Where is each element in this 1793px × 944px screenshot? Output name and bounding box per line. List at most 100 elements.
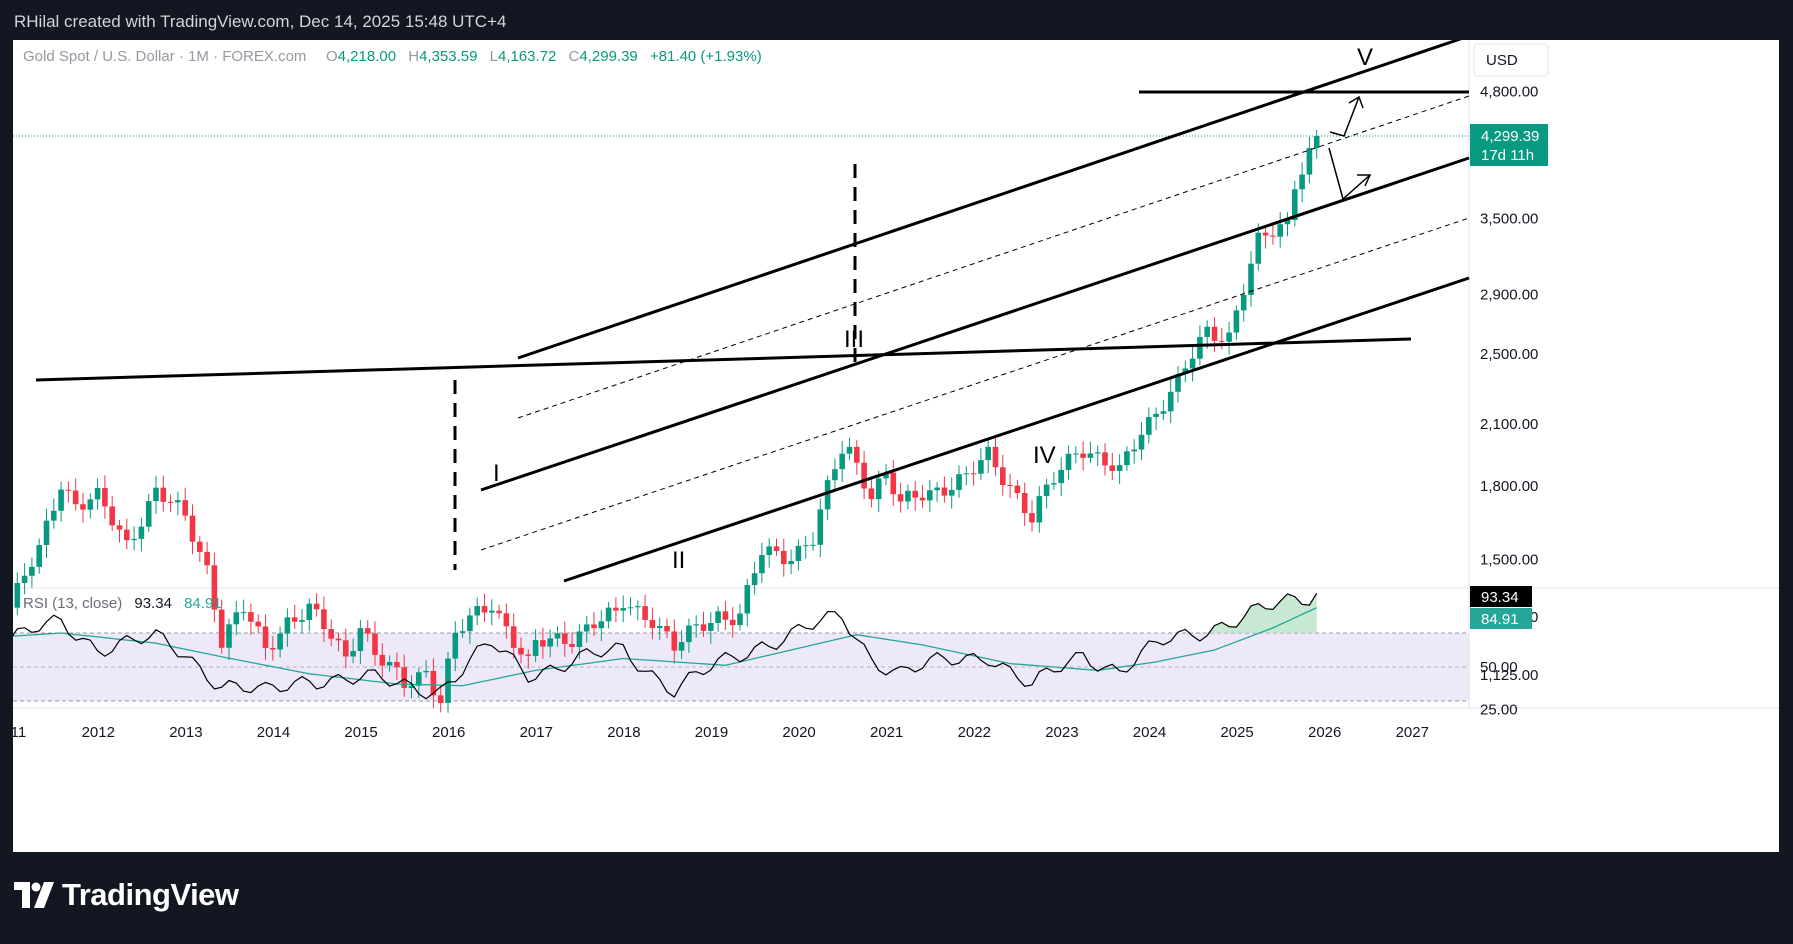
candle-body <box>532 640 539 656</box>
candle-body <box>262 626 269 648</box>
x-tick-label: 2027 <box>1396 724 1429 741</box>
candle-body <box>496 610 502 614</box>
chart-canvas[interactable]: I II III IV V Gold Spot / U.S. Dollar · … <box>13 40 1779 852</box>
candle-body <box>29 566 35 576</box>
candle-body <box>51 510 57 521</box>
candle-body <box>1226 332 1232 342</box>
candle-body <box>65 489 72 491</box>
x-tick-label: 2019 <box>695 724 728 741</box>
candle-body <box>817 509 824 545</box>
candle-body <box>854 446 860 463</box>
candle-body <box>328 629 334 639</box>
candle-body <box>1313 136 1320 149</box>
drawings[interactable] <box>35 40 1470 583</box>
candle-body <box>1109 465 1116 471</box>
candle-body <box>1211 326 1218 341</box>
projection-arrow-up-head[interactable] <box>1348 95 1364 109</box>
projection-arrow-down-head[interactable] <box>1357 174 1372 187</box>
candle-body <box>1240 294 1247 311</box>
chart-panel[interactable]: I II III IV V Gold Spot / U.S. Dollar · … <box>13 40 1779 852</box>
candle-body <box>437 695 444 703</box>
candle-body <box>416 672 422 686</box>
candle-body <box>474 606 480 616</box>
candle-body <box>175 500 181 503</box>
projection-arrow-up[interactable] <box>1329 96 1360 137</box>
candle-body <box>1292 189 1298 221</box>
candle-body <box>1167 391 1174 412</box>
candle-body <box>905 490 911 502</box>
candle-body <box>1277 224 1283 237</box>
candle-body <box>912 490 918 498</box>
candle-body <box>722 611 729 620</box>
candle-body <box>897 494 904 502</box>
projection-arrow-down[interactable] <box>1328 147 1371 201</box>
tradingview-footer[interactable]: TradingView <box>14 870 239 920</box>
candle-body <box>255 621 261 627</box>
y-tick-label: 2,100.00 <box>1480 416 1538 433</box>
candle-body <box>459 631 466 633</box>
x-tick-label: 2018 <box>607 724 640 741</box>
candle-body <box>131 538 137 541</box>
candle-body <box>839 453 845 470</box>
channel-dashed-upper[interactable] <box>517 95 1470 419</box>
candle-body <box>824 480 831 510</box>
candle-body <box>788 561 794 565</box>
candle-body <box>1175 374 1181 392</box>
candle-body <box>1189 358 1196 369</box>
brand-name: TradingView <box>62 877 239 912</box>
channel-middle-line[interactable] <box>480 156 1470 492</box>
channel-upper-line[interactable] <box>517 40 1469 360</box>
candle-body <box>832 469 838 481</box>
candle-body <box>182 500 188 516</box>
candle-body <box>350 651 356 657</box>
channel-lower-line[interactable] <box>563 276 1470 583</box>
candle-body <box>554 633 561 639</box>
rsi-value-tags: 93.34 84.91 <box>1470 586 1532 629</box>
y-tick-label: 3,500.00 <box>1480 211 1538 228</box>
currency-button[interactable]: USD <box>1473 43 1549 77</box>
candle-body <box>1051 483 1057 485</box>
candle-body <box>467 615 473 632</box>
candle-body <box>992 446 999 468</box>
candle-body <box>1153 413 1159 418</box>
channel-dashed-lower[interactable] <box>480 217 1470 551</box>
candle-body <box>233 612 240 625</box>
candle-body <box>934 487 940 491</box>
candle-body <box>291 617 298 622</box>
wave-label-iii: III <box>844 326 864 353</box>
candle-body <box>204 551 210 566</box>
candle-body <box>1248 263 1254 295</box>
candle-body <box>664 626 670 632</box>
candle-body <box>1262 232 1269 236</box>
candle-body <box>708 623 714 631</box>
x-tick-label: 2012 <box>82 724 115 741</box>
candle-body <box>394 661 400 668</box>
candle-body <box>430 670 437 696</box>
candle-body <box>489 610 495 613</box>
horizontal-resistance-line[interactable] <box>35 337 1412 382</box>
x-tick-label: 2017 <box>520 724 553 741</box>
last-price-tag: 4,299.39 17d 11h <box>1470 124 1548 166</box>
candle-body <box>43 520 50 546</box>
candle-body <box>759 555 765 574</box>
candle-body <box>700 624 707 631</box>
x-tick-label: 2021 <box>870 724 903 741</box>
candle-body <box>153 487 159 502</box>
candle-body <box>510 626 517 648</box>
candle-body <box>197 541 203 552</box>
candle-body <box>1014 485 1021 494</box>
rsi-line <box>13 592 1318 700</box>
x-tick-label: 2013 <box>169 724 202 741</box>
candle-body <box>14 582 21 608</box>
candle-body <box>948 489 955 496</box>
candle-body <box>321 609 327 630</box>
candle-body <box>218 609 225 648</box>
candle-body <box>1299 174 1305 190</box>
wave-label-i: I <box>493 460 500 487</box>
candle-body <box>1073 453 1079 455</box>
candle-body <box>693 624 699 626</box>
candle-body <box>94 487 101 500</box>
rsi-tick-label: 50.00 <box>1480 659 1518 676</box>
rsi-tick-label: 25.00 <box>1480 702 1518 719</box>
candle-body <box>408 685 415 688</box>
